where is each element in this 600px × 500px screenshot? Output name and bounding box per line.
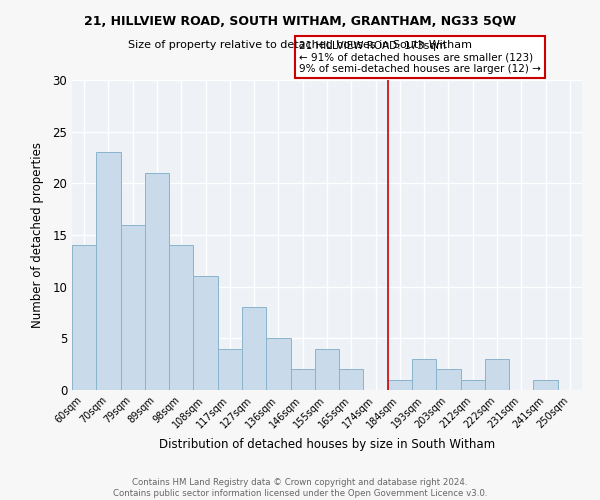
Bar <box>169 246 193 390</box>
Bar <box>96 152 121 390</box>
Bar <box>193 276 218 390</box>
Bar <box>339 370 364 390</box>
Bar <box>266 338 290 390</box>
Bar <box>485 359 509 390</box>
Bar <box>290 370 315 390</box>
Text: Size of property relative to detached houses in South Witham: Size of property relative to detached ho… <box>128 40 472 50</box>
Bar <box>315 348 339 390</box>
Bar <box>461 380 485 390</box>
Bar <box>533 380 558 390</box>
Text: Contains HM Land Registry data © Crown copyright and database right 2024.
Contai: Contains HM Land Registry data © Crown c… <box>113 478 487 498</box>
Bar <box>436 370 461 390</box>
Bar <box>72 246 96 390</box>
Bar <box>218 348 242 390</box>
Bar <box>242 308 266 390</box>
Bar <box>388 380 412 390</box>
X-axis label: Distribution of detached houses by size in South Witham: Distribution of detached houses by size … <box>159 438 495 451</box>
Text: 21 HILLVIEW ROAD: 173sqm
← 91% of detached houses are smaller (123)
9% of semi-d: 21 HILLVIEW ROAD: 173sqm ← 91% of detach… <box>299 40 541 74</box>
Bar <box>145 173 169 390</box>
Bar <box>121 224 145 390</box>
Text: 21, HILLVIEW ROAD, SOUTH WITHAM, GRANTHAM, NG33 5QW: 21, HILLVIEW ROAD, SOUTH WITHAM, GRANTHA… <box>84 15 516 28</box>
Bar <box>412 359 436 390</box>
Y-axis label: Number of detached properties: Number of detached properties <box>31 142 44 328</box>
